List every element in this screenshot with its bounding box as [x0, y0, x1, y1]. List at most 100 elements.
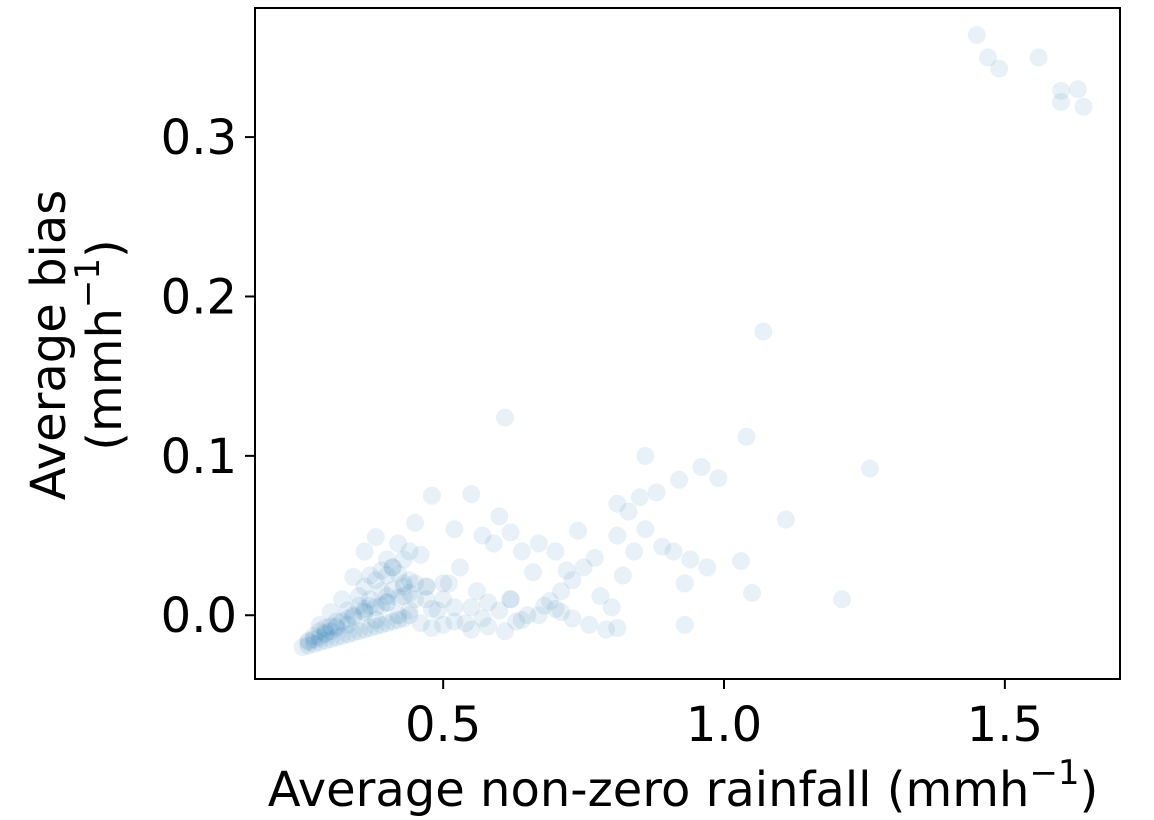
scatter-point: [529, 534, 548, 553]
scatter-point: [338, 625, 357, 644]
scatter-point: [580, 615, 599, 634]
scatter-point: [372, 596, 391, 615]
scatter-point: [333, 590, 352, 609]
scatter-point: [422, 619, 441, 637]
scatter-point: [344, 623, 363, 642]
scatter-point: [625, 542, 644, 561]
scatter-point: [698, 558, 717, 577]
scatter-point: [361, 590, 380, 609]
scatter-point: [451, 558, 469, 577]
scatter-point: [349, 587, 368, 606]
scatter-point: [310, 622, 329, 641]
scatter-point: [411, 614, 430, 633]
scatter-point: [979, 48, 997, 67]
y-tick-label: 0.2: [161, 269, 237, 325]
x-axis-label-superscript: −1: [1029, 753, 1079, 793]
scatter-point: [316, 623, 335, 642]
y-axis-label: Average bias (mmh−1): [21, 190, 133, 501]
scatter-point: [316, 625, 335, 644]
scatter-point: [327, 619, 346, 637]
scatter-point: [613, 566, 632, 585]
scatter-point: [496, 408, 514, 427]
scatter-point: [630, 488, 649, 507]
scatter-point: [434, 615, 453, 634]
scatter-point: [355, 542, 374, 561]
scatter-point: [316, 619, 335, 637]
scatter-point: [406, 513, 425, 532]
scatter-point: [1074, 97, 1093, 116]
scatter-point: [417, 590, 436, 609]
scatter-point: [692, 458, 711, 476]
scatter-point: [316, 631, 335, 650]
scatter-point: [496, 622, 514, 641]
scatter-point: [529, 606, 548, 625]
y-tick-label: 0.3: [161, 110, 237, 166]
x-axis-label: Average non-zero rainfall (mmh−1): [268, 753, 1099, 818]
scatter-point: [349, 622, 368, 641]
scatter-point: [608, 526, 627, 545]
scatter-point: [479, 617, 498, 636]
scatter-point: [366, 617, 385, 636]
y-tick-label: 0.0: [161, 588, 237, 644]
scatter-point: [462, 598, 481, 617]
y-tick-label: 0.1: [161, 429, 237, 485]
scatter-point: [518, 606, 537, 625]
scatter-point: [338, 609, 357, 628]
scatter-point: [355, 603, 374, 622]
scatter-point: [563, 571, 582, 590]
scatter-point: [400, 606, 419, 625]
scatter-point: [501, 590, 520, 609]
scatter-point: [467, 582, 486, 601]
scatter-point: [378, 593, 396, 612]
scatter-point: [743, 583, 762, 602]
scatter-point: [299, 636, 318, 655]
scatter-point: [366, 611, 385, 629]
scatter-point: [602, 598, 621, 617]
scatter-point: [636, 520, 655, 539]
scatter-point: [400, 601, 419, 620]
y-axis-ticks: 0.0 0.1 0.2 0.3: [161, 110, 255, 644]
scatter-point: [333, 627, 352, 645]
scatter-point: [389, 611, 408, 629]
scatter-point: [681, 550, 700, 569]
scatter-point: [484, 534, 503, 553]
scatter-point: [355, 620, 374, 639]
scatter-point: [428, 601, 447, 620]
scatter-point: [709, 469, 728, 488]
scatter-point: [349, 596, 368, 615]
y-axis-label-tail: ): [77, 239, 133, 258]
scatter-point: [327, 617, 346, 636]
scatter-point: [754, 322, 773, 341]
scatter-point: [675, 615, 694, 634]
scatter-point: [327, 612, 346, 631]
scatter-point: [378, 587, 396, 606]
scatter-point: [563, 609, 582, 628]
scatter-point: [501, 523, 520, 542]
scatter-point: [378, 614, 396, 633]
scatter-point: [1029, 48, 1048, 67]
scatter-point: [462, 620, 481, 639]
scatter-point: [653, 537, 672, 556]
scatter-point: [299, 633, 318, 652]
scatter-point: [439, 574, 458, 593]
scatter-point: [636, 446, 655, 465]
scatter-point: [361, 619, 380, 637]
scatter-point: [569, 521, 587, 540]
scatter-points: [293, 26, 1093, 657]
scatter-point: [608, 494, 627, 513]
scatter-point: [490, 507, 509, 526]
scatter-point: [417, 577, 436, 596]
scatter-point: [321, 622, 340, 641]
scatter-point: [557, 561, 576, 580]
scatter-point: [327, 628, 346, 647]
scatter-point: [299, 631, 318, 650]
scatter-point: [406, 574, 425, 593]
scatter-point: [967, 26, 986, 45]
scatter-point: [310, 628, 329, 647]
scatter-point: [546, 599, 565, 618]
scatter-point: [361, 566, 380, 585]
y-axis-label-superscript: −1: [68, 258, 108, 308]
scatter-point: [473, 526, 492, 545]
scatter-point: [731, 552, 750, 571]
